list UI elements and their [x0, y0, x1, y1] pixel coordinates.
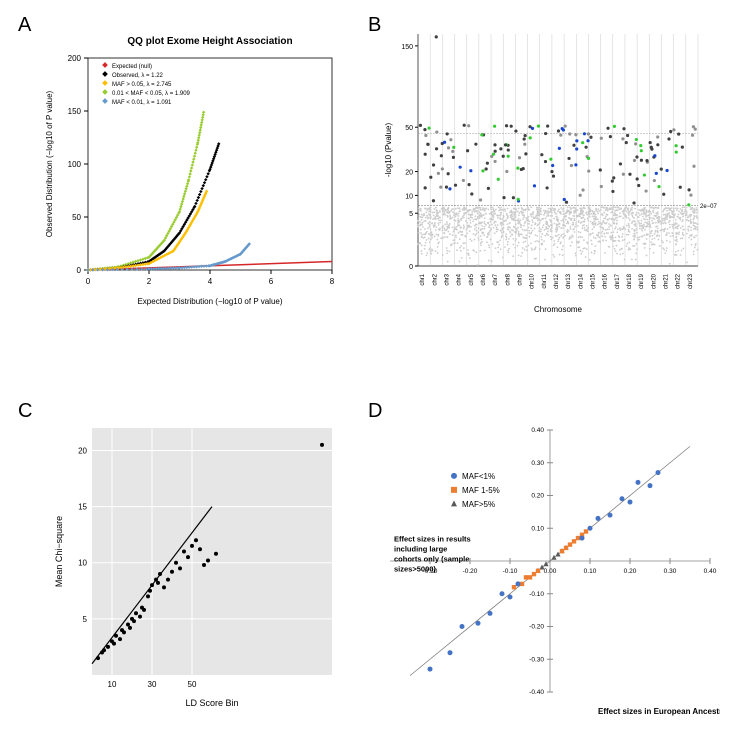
- svg-text:Effect sizes in results: Effect sizes in results: [394, 534, 471, 543]
- svg-text:chr18: chr18: [627, 273, 633, 289]
- svg-text:20: 20: [78, 446, 87, 455]
- svg-text:chr21: chr21: [664, 273, 670, 289]
- svg-text:100: 100: [68, 160, 82, 169]
- svg-text:0.20: 0.20: [624, 568, 637, 575]
- svg-text:0.10: 0.10: [584, 568, 597, 575]
- svg-text:6: 6: [269, 277, 274, 286]
- svg-text:50: 50: [405, 125, 413, 132]
- svg-text:-0.10: -0.10: [503, 568, 518, 575]
- svg-text:2e−07: 2e−07: [700, 204, 718, 210]
- svg-text:chr8: chr8: [505, 273, 511, 285]
- svg-text:chr23: chr23: [688, 273, 694, 289]
- svg-text:5: 5: [409, 211, 413, 218]
- svg-text:0.01 < MAF < 0.05, λ = 1.909: 0.01 < MAF < 0.05, λ = 1.909: [112, 91, 191, 97]
- svg-text:30: 30: [148, 680, 157, 689]
- svg-text:0.40: 0.40: [704, 568, 717, 575]
- svg-text:-0.20: -0.20: [529, 624, 544, 631]
- svg-text:chr15: chr15: [591, 273, 597, 289]
- svg-text:chr22: chr22: [676, 273, 682, 289]
- svg-text:chr19: chr19: [639, 273, 645, 289]
- svg-text:10: 10: [78, 559, 87, 568]
- svg-text:Expected Distribution (−log10: Expected Distribution (−log10 of P value…: [137, 297, 282, 306]
- svg-text:LD Score Bin: LD Score Bin: [185, 698, 238, 708]
- svg-text:0.00: 0.00: [544, 568, 557, 575]
- svg-text:chr11: chr11: [542, 273, 548, 288]
- svg-text:Effect sizes in European Ances: Effect sizes in European Ancestry discov…: [598, 707, 720, 716]
- svg-text:chr16: chr16: [603, 273, 609, 289]
- svg-text:10: 10: [108, 680, 117, 689]
- qq-plot: QQ plot Exome Height Association 0 2 4 6 8 0 50…: [40, 30, 340, 310]
- svg-text:MAF 1-5%: MAF 1-5%: [462, 486, 500, 495]
- svg-text:MAF>5%: MAF>5%: [462, 500, 495, 509]
- svg-text:0.30: 0.30: [531, 460, 544, 467]
- svg-text:-0.20: -0.20: [463, 568, 478, 575]
- svg-text:QQ plot Exome Height Associati: QQ plot Exome Height Association: [127, 36, 292, 47]
- svg-text:10: 10: [405, 193, 413, 200]
- svg-text:0: 0: [86, 277, 91, 286]
- effect-size-plot: -0.30 -0.20 -0.10 0.00 0.10 0.20 0.30 0.40 -0.40…: [380, 420, 720, 720]
- panel-d: -0.30 -0.20 -0.10 0.00 0.10 0.20 0.30 0.40 -0.40…: [380, 420, 720, 720]
- panel-c-label: C: [18, 400, 32, 423]
- svg-text:Chromosome: Chromosome: [534, 305, 583, 314]
- svg-text:0.30: 0.30: [664, 568, 677, 575]
- svg-text:0: 0: [77, 266, 82, 275]
- svg-text:Observed, λ = 1.22: Observed, λ = 1.22: [112, 73, 164, 79]
- svg-text:chr4: chr4: [457, 273, 463, 285]
- svg-text:sizes>5000): sizes>5000): [394, 564, 436, 573]
- svg-text:chr12: chr12: [554, 273, 560, 289]
- svg-text:chr7: chr7: [493, 273, 499, 285]
- svg-text:chr5: chr5: [469, 273, 475, 285]
- svg-text:0.40: 0.40: [531, 427, 544, 434]
- ldscore-plot: 10 30 50 5 10 15 20 LD Score Bin Mean Chi−square: [50, 420, 340, 710]
- svg-text:0.10: 0.10: [531, 525, 544, 532]
- svg-text:chr13: chr13: [566, 273, 572, 289]
- svg-text:including large: including large: [394, 544, 447, 553]
- svg-text:MAF < 0.01, λ = 1.091: MAF < 0.01, λ = 1.091: [112, 100, 172, 106]
- svg-text:-0.40: -0.40: [529, 689, 544, 696]
- panel-a-label: A: [18, 14, 31, 37]
- svg-text:-0.30: -0.30: [529, 656, 544, 663]
- svg-text:chr1: chr1: [420, 273, 426, 285]
- svg-text:chr20: chr20: [651, 273, 657, 289]
- svg-text:0: 0: [409, 264, 413, 271]
- panel-b: 0 5 10 20 50 150 chr1 chr2 chr3 chr4 chr5 chr6 chr7 c…: [380, 26, 720, 316]
- svg-text:chr14: chr14: [578, 273, 584, 289]
- svg-text:MAF > 0.05, λ = 2.745: MAF > 0.05, λ = 2.745: [112, 82, 172, 88]
- svg-text:chr2: chr2: [432, 273, 438, 285]
- svg-text:chr6: chr6: [481, 273, 487, 285]
- svg-text:150: 150: [401, 44, 413, 51]
- manhattan-plot: 0 5 10 20 50 150 chr1 chr2 chr3 chr4 chr5 chr6 chr7 c…: [380, 26, 720, 316]
- svg-text:5: 5: [83, 615, 88, 624]
- svg-text:150: 150: [68, 107, 82, 116]
- svg-text:Observed Distribution (−log10: Observed Distribution (−log10 of P value…: [45, 90, 54, 237]
- svg-text:chr10: chr10: [530, 273, 536, 289]
- svg-text:20: 20: [405, 170, 413, 177]
- svg-text:chr17: chr17: [615, 273, 621, 289]
- svg-text:chr3: chr3: [444, 273, 450, 285]
- svg-text:chr9: chr9: [517, 273, 523, 285]
- svg-text:Mean Chi−square: Mean Chi−square: [54, 516, 64, 587]
- svg-text:4: 4: [208, 277, 213, 286]
- panel-a: QQ plot Exome Height Association 0 2 4 6 8 0 50…: [40, 30, 340, 310]
- svg-text:0.20: 0.20: [531, 493, 544, 500]
- panel-c: 10 30 50 5 10 15 20 LD Score Bin Mean Chi−square: [50, 420, 340, 710]
- svg-text:-0.10: -0.10: [529, 591, 544, 598]
- svg-text:50: 50: [188, 680, 197, 689]
- svg-text:-log10 (Pvalue): -log10 (Pvalue): [384, 123, 393, 178]
- svg-text:50: 50: [72, 213, 81, 222]
- svg-text:cohorts only (sample: cohorts only (sample: [394, 554, 469, 563]
- svg-text:15: 15: [78, 503, 87, 512]
- svg-text:Expected (null): Expected (null): [112, 64, 152, 70]
- svg-text:2: 2: [147, 277, 152, 286]
- svg-text:200: 200: [68, 54, 82, 63]
- svg-text:MAF<1%: MAF<1%: [462, 472, 495, 481]
- svg-text:8: 8: [330, 277, 335, 286]
